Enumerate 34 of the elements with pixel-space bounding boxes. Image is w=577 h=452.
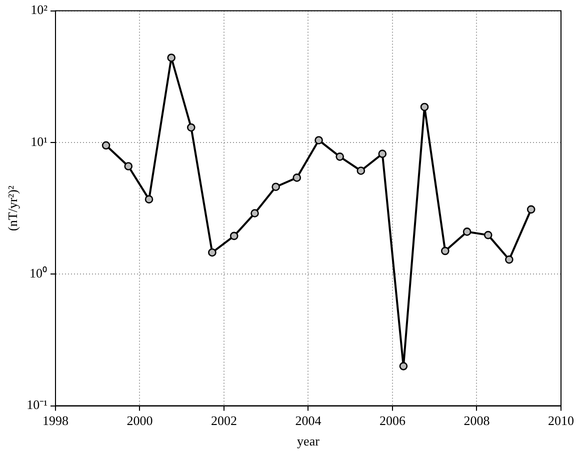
point [186,123,196,132]
point [144,195,154,204]
point [526,205,536,214]
y-tick-label: 10² [30,2,48,18]
point [167,54,176,62]
x-tick-label: 2006 [380,413,406,428]
x-tick-label: 2000 [126,413,153,428]
point [420,102,429,112]
point [102,141,110,150]
point [292,174,302,182]
y-tick-label: 10⁻¹ [26,397,48,412]
point [505,255,514,264]
point [399,362,408,370]
y-tick-label: 10¹ [30,134,48,149]
x-tick-label: 2004 [295,413,322,428]
y-tick-label: 10⁰ [29,266,48,281]
x-tick-label: 2008 [464,413,490,428]
point [484,230,492,240]
point [250,209,259,218]
point [378,150,387,158]
point [208,248,216,257]
point [272,182,280,192]
x-tick-label: 2010 [548,413,574,428]
point [230,232,238,240]
point [314,136,323,144]
point [124,162,133,170]
x-tick-label: 1998 [42,413,68,428]
x-axis-title: year [297,434,320,449]
x-tick-label: 2002 [211,413,237,428]
point [336,152,344,161]
y-axis-title: (nT/yr²)² [5,186,20,231]
point [356,166,366,175]
point [462,228,472,236]
point [441,246,450,256]
